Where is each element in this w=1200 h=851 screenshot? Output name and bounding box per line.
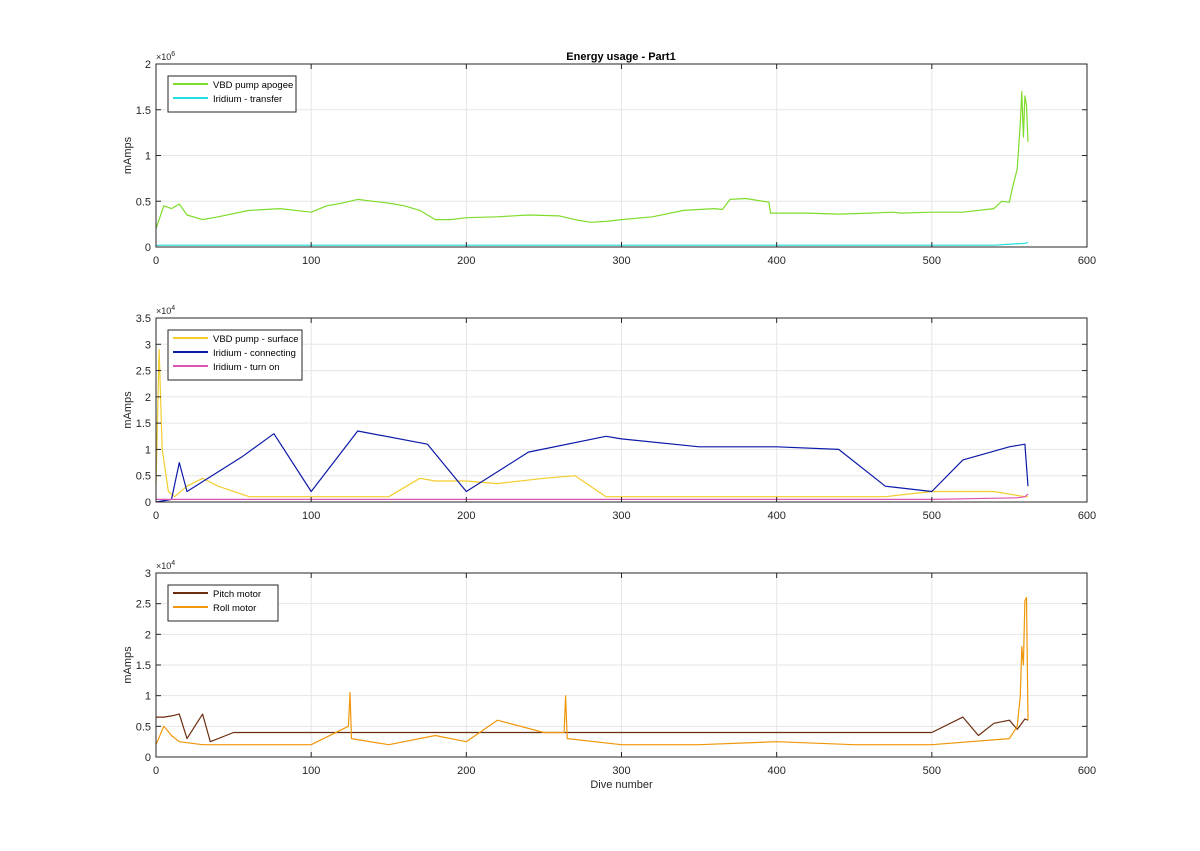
series-line-2 xyxy=(155,596,1029,746)
y-tick-label: 2.5 xyxy=(136,366,151,378)
series-line-1 xyxy=(156,713,1029,743)
legend: VBD pump - surface Iridium - connecting Ir… xyxy=(167,329,303,381)
y-tick-label: 2 xyxy=(145,392,151,404)
legend-label-1: VBD pump - surface xyxy=(213,334,299,345)
y-tick-label: 3 xyxy=(145,568,151,580)
y-tick-label: 3.5 xyxy=(136,313,151,325)
figure-title: Energy usage - Part1 xyxy=(566,51,675,63)
x-tick-label: 0 xyxy=(153,255,159,267)
y-tick-label: 2.5 xyxy=(136,599,151,611)
x-tick-label: 600 xyxy=(1078,255,1096,267)
x-tick-label: 300 xyxy=(612,510,630,522)
y-exponent-label: ×106 xyxy=(156,51,175,62)
x-tick-label: 0 xyxy=(153,510,159,522)
x-tick-label: 400 xyxy=(767,255,785,267)
x-tick-label: 200 xyxy=(457,765,475,777)
legend-label-3: Iridium - turn on xyxy=(213,362,280,373)
legend-label-2: Roll motor xyxy=(213,603,256,614)
x-tick-label: 500 xyxy=(923,510,941,522)
y-tick-label: 1.5 xyxy=(136,660,151,672)
x-tick-label: 200 xyxy=(457,510,475,522)
y-tick-label: 0.5 xyxy=(136,196,151,208)
legend-label-1: VBD pump apogee xyxy=(213,80,293,91)
legend: VBD pump apogee Iridium - transfer xyxy=(167,75,297,113)
x-tick-label: 600 xyxy=(1078,510,1096,522)
y-axis-label: mAmps xyxy=(122,136,134,174)
y-tick-label: 1.5 xyxy=(136,418,151,430)
x-tick-label: 100 xyxy=(302,510,320,522)
legend-label-1: Pitch motor xyxy=(213,589,261,600)
x-tick-label: 100 xyxy=(302,765,320,777)
x-tick-label: 0 xyxy=(153,765,159,777)
x-axis-label: Dive number xyxy=(590,779,653,791)
y-tick-label: 0.5 xyxy=(136,471,151,483)
series-line-2 xyxy=(155,430,1029,503)
y-axis-label: mAmps xyxy=(122,391,134,429)
legend: Pitch motor Roll motor xyxy=(167,584,279,622)
panel-1: 0 100 200 300 400 500 600 0 0.5 1 1.5 2 ×106 mAmps VBD… xyxy=(122,51,1096,267)
y-tick-label: 2 xyxy=(145,629,151,641)
y-tick-label: 3 xyxy=(145,339,151,351)
y-tick-label: 1 xyxy=(145,691,151,703)
x-tick-label: 400 xyxy=(767,510,785,522)
x-tick-label: 500 xyxy=(923,255,941,267)
y-tick-label: 0 xyxy=(145,242,151,254)
y-tick-label: 0 xyxy=(145,752,151,764)
x-tick-label: 100 xyxy=(302,255,320,267)
y-tick-label: 1.5 xyxy=(136,105,151,117)
x-tick-label: 400 xyxy=(767,765,785,777)
legend-label-2: Iridium - connecting xyxy=(213,348,296,359)
x-tick-label: 200 xyxy=(457,255,475,267)
legend-box xyxy=(167,75,297,113)
y-exponent-label: ×104 xyxy=(156,305,175,316)
series-group xyxy=(155,596,1029,746)
plot-panels: 0 100 200 300 400 500 60000.511.52×106mAmpsVBD… xyxy=(122,51,1096,791)
panel-2: 0 100 200 300 400 500 600 0 0.5 1 1.5 2 2.5 3 3.5 ×104 m… xyxy=(122,305,1096,522)
y-axis-label: mAmps xyxy=(122,646,134,684)
legend-box xyxy=(167,584,279,622)
x-tick-label: 500 xyxy=(923,765,941,777)
legend-label-2: Iridium - transfer xyxy=(213,94,282,105)
x-tick-label: 300 xyxy=(612,255,630,267)
x-tick-label: 300 xyxy=(612,765,630,777)
series-line-1 xyxy=(155,348,1028,498)
panel-3: 0 100 200 300 400 500 600 0 0.5 1 1.5 2 2.5 3 ×104 mAmp… xyxy=(122,560,1096,791)
y-tick-label: 1 xyxy=(145,151,151,163)
y-tick-label: 0 xyxy=(145,497,151,509)
y-tick-label: 2 xyxy=(145,59,151,71)
series-line-1 xyxy=(155,90,1029,229)
y-tick-label: 0.5 xyxy=(136,721,151,733)
y-exponent-label: ×104 xyxy=(156,560,175,571)
x-tick-label: 600 xyxy=(1078,765,1096,777)
y-tick-label: 1 xyxy=(145,444,151,456)
